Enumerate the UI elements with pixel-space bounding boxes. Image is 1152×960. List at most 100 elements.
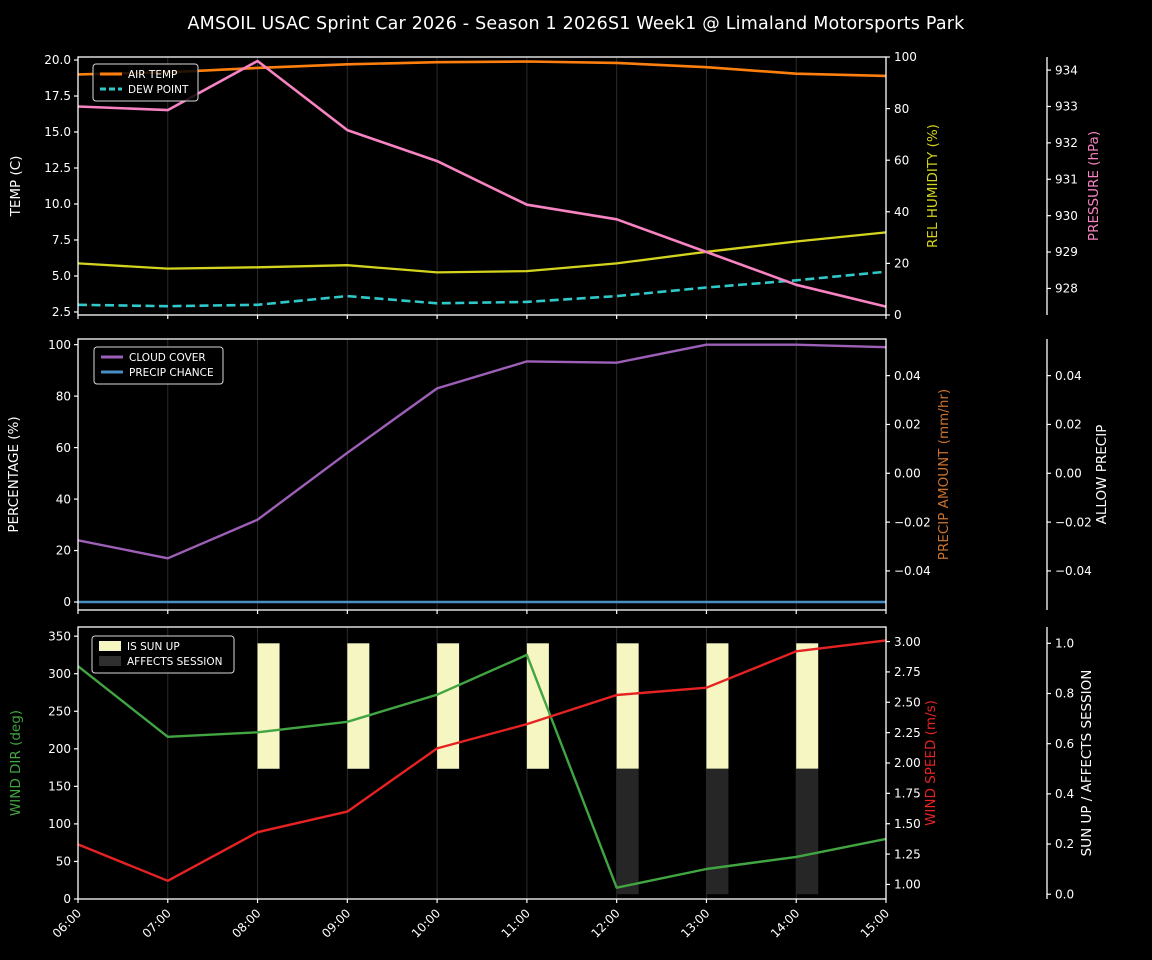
y-tick-label: −0.02 bbox=[1055, 515, 1092, 529]
y-tick-label: 0.2 bbox=[1055, 837, 1074, 851]
bar-is-sun-up bbox=[706, 643, 729, 769]
axis-label-percentage-: PERCENTAGE (%) bbox=[6, 416, 22, 532]
y-tick-label: 1.00 bbox=[894, 878, 921, 892]
plot-border bbox=[77, 338, 887, 611]
axis-label-pressure-hpa-: PRESSURE (hPa) bbox=[1086, 131, 1102, 241]
y-tick-label: 0.00 bbox=[894, 466, 921, 480]
y-tick-label: 0.04 bbox=[1055, 369, 1082, 383]
y-tick-label: 0.02 bbox=[1055, 418, 1082, 432]
y-tick-label: −0.04 bbox=[1055, 564, 1092, 578]
legend-swatch-affects-session bbox=[99, 656, 121, 666]
x-tick-label: 09:00 bbox=[319, 906, 353, 940]
legend-label-precip-chance: PRECIP CHANCE bbox=[129, 367, 214, 379]
legend-label-is-sun-up: IS SUN UP bbox=[127, 641, 180, 653]
legend-box bbox=[93, 346, 224, 385]
x-tick-label: 11:00 bbox=[499, 906, 533, 940]
series-pressure bbox=[77, 59, 887, 308]
y-tick-label: 933 bbox=[1055, 100, 1078, 114]
bar-is-sun-up bbox=[616, 643, 639, 769]
x-tick-label: 14:00 bbox=[768, 906, 802, 940]
x-tick-label: 13:00 bbox=[678, 906, 712, 940]
panel-percentage: 100 80 60 40 20 0 PERCENTAGE (%) 0.04 0.02 0.00 −0… bbox=[6, 338, 1110, 614]
y-tick-label: 40 bbox=[56, 492, 71, 506]
y-tick-label: −0.02 bbox=[894, 515, 931, 529]
y-tick-label: 928 bbox=[1055, 282, 1078, 296]
axis-label-allow-precip: ALLOW PRECIP bbox=[1094, 425, 1110, 525]
y-tick-label: 50 bbox=[56, 855, 71, 869]
y-tick-label: 100 bbox=[894, 50, 917, 64]
legend-box bbox=[91, 635, 235, 674]
y-tick-label: 20 bbox=[894, 257, 909, 271]
y-tick-label: 1.75 bbox=[894, 787, 921, 801]
x-tick-label: 15:00 bbox=[858, 906, 892, 940]
axis-label-wind-speed-m-s-: WIND SPEED (m/s) bbox=[923, 700, 939, 826]
series-dew-point bbox=[77, 270, 887, 308]
y-tick-label: 0 bbox=[63, 595, 71, 609]
y-tick-label: 1.50 bbox=[894, 817, 921, 831]
x-tick-label: 12:00 bbox=[588, 906, 622, 940]
y-tick-label: 150 bbox=[48, 780, 71, 794]
series-rel-humidity bbox=[77, 231, 887, 274]
y-tick-label: 932 bbox=[1055, 136, 1078, 150]
y-tick-label: 0.0 bbox=[1055, 887, 1074, 901]
y-tick-label: 20.0 bbox=[44, 53, 71, 67]
y-tick-label: 0.6 bbox=[1055, 737, 1074, 751]
y-tick-label: 0.8 bbox=[1055, 687, 1074, 701]
y-tick-label: 100 bbox=[48, 817, 71, 831]
y-tick-label: 15.0 bbox=[44, 125, 71, 139]
series-air-temp bbox=[77, 60, 887, 78]
axis-label-temp-c-: TEMP (C) bbox=[8, 156, 24, 218]
bar-is-sun-up bbox=[796, 643, 819, 769]
y-tick-label: 930 bbox=[1055, 209, 1078, 223]
y-tick-label: 5.0 bbox=[52, 269, 71, 283]
legend-label-cloud-cover: CLOUD COVER bbox=[129, 352, 206, 364]
y-tick-label: 2.75 bbox=[894, 665, 921, 679]
y-tick-label: 60 bbox=[894, 153, 909, 167]
axis-label-rel-humidity-: REL HUMIDITY (%) bbox=[925, 124, 941, 248]
bar-affects-session bbox=[616, 768, 639, 895]
x-tick-label: 07:00 bbox=[140, 906, 174, 940]
y-tick-label: 100 bbox=[48, 338, 71, 352]
axis-label-sun-up-affects-session: SUN UP / AFFECTS SESSION bbox=[1079, 670, 1095, 857]
y-tick-label: 350 bbox=[48, 629, 71, 643]
bar-affects-session bbox=[796, 768, 819, 895]
series-cloud-cover bbox=[77, 343, 887, 560]
y-tick-label: −0.04 bbox=[894, 564, 931, 578]
y-tick-label: 2.5 bbox=[52, 305, 71, 319]
y-tick-label: 0.02 bbox=[894, 418, 921, 432]
y-tick-label: 10.0 bbox=[44, 197, 71, 211]
y-tick-label: 60 bbox=[56, 441, 71, 455]
y-tick-label: 250 bbox=[48, 704, 71, 718]
legend-label-dew-point: DEW POINT bbox=[128, 84, 189, 96]
y-tick-label: 934 bbox=[1055, 63, 1078, 77]
panel-temperature: 20.0 17.5 15.0 12.5 10.0 7.5 5.0 2.5 TEMP (C) 100… bbox=[8, 50, 1102, 322]
y-tick-label: 40 bbox=[894, 205, 909, 219]
y-tick-label: 3.00 bbox=[894, 635, 921, 649]
y-tick-label: 2.50 bbox=[894, 695, 921, 709]
bar-is-sun-up bbox=[437, 643, 460, 769]
legend-label-affects-session: AFFECTS SESSION bbox=[127, 656, 223, 668]
y-tick-label: 2.00 bbox=[894, 756, 921, 770]
legend-label-air-temp: AIR TEMP bbox=[128, 69, 177, 81]
y-tick-label: 7.5 bbox=[52, 233, 71, 247]
axis-label-precip-amount-mm-hr-: PRECIP AMOUNT (mm/hr) bbox=[936, 389, 952, 560]
y-tick-label: 0.04 bbox=[894, 369, 921, 383]
y-tick-label: 20 bbox=[56, 544, 71, 558]
bar-affects-session bbox=[706, 768, 729, 895]
y-tick-label: 929 bbox=[1055, 245, 1078, 259]
bar-is-sun-up bbox=[347, 643, 370, 769]
y-tick-label: 200 bbox=[48, 742, 71, 756]
series-wind-speed bbox=[77, 639, 887, 882]
x-tick-label: 08:00 bbox=[229, 906, 263, 940]
bar-is-sun-up bbox=[257, 643, 280, 769]
y-tick-label: 931 bbox=[1055, 172, 1078, 186]
y-tick-label: 0 bbox=[894, 308, 902, 322]
y-tick-label: 0.4 bbox=[1055, 787, 1074, 801]
y-tick-label: 300 bbox=[48, 667, 71, 681]
series-wind-dir bbox=[77, 653, 887, 889]
axis-label-wind-dir-deg-: WIND DIR (deg) bbox=[8, 710, 24, 816]
y-tick-label: 80 bbox=[894, 102, 909, 116]
x-tick-label: 10:00 bbox=[409, 906, 443, 940]
